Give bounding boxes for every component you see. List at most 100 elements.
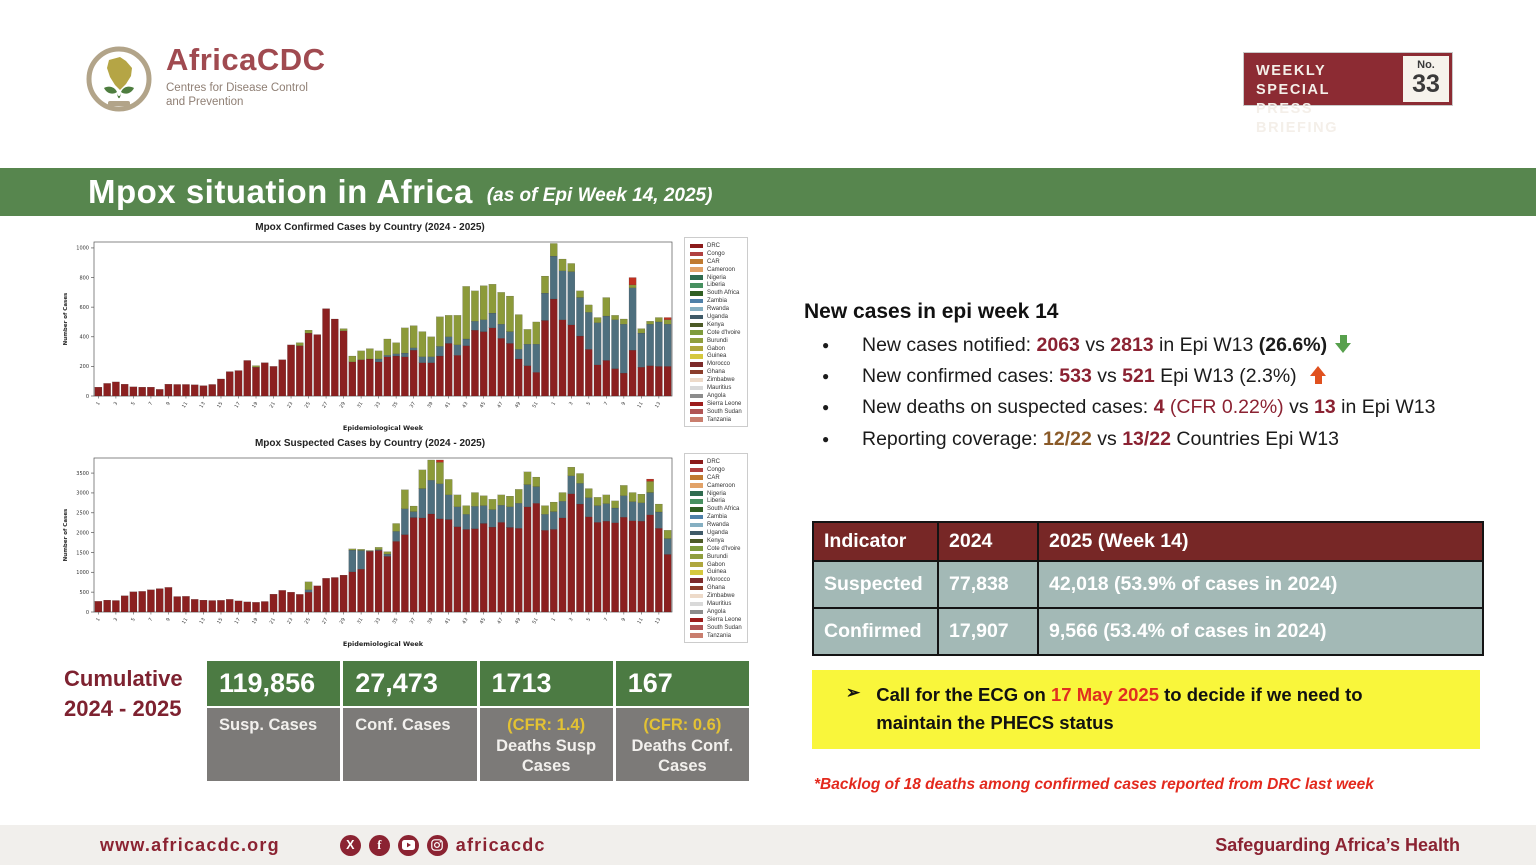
legend-item: Tanzania <box>690 632 742 640</box>
legend-item: Sierra Leone <box>690 400 742 408</box>
svg-text:13: 13 <box>654 401 662 409</box>
svg-text:Number of Cases: Number of Cases <box>63 292 69 345</box>
svg-text:29: 29 <box>339 401 347 409</box>
svg-text:25: 25 <box>304 617 312 625</box>
svg-text:3: 3 <box>113 401 120 407</box>
instagram-icon[interactable] <box>426 834 448 856</box>
legend-swatch <box>690 459 703 465</box>
legend-item: Congo <box>690 466 742 474</box>
highlight-bullet: ● Reporting coverage: 12/22 vs 13/22 Coun… <box>806 424 1496 455</box>
legend-item: Zambia <box>690 297 742 305</box>
legend-swatch <box>690 601 703 607</box>
svg-text:9: 9 <box>165 401 172 407</box>
col-2024: 2024 <box>937 521 1039 562</box>
svg-text:47: 47 <box>496 617 504 625</box>
legend-swatch <box>690 507 703 512</box>
svg-text:600: 600 <box>79 305 89 311</box>
legend-item: Gabon <box>690 561 742 569</box>
legend-swatch <box>690 306 703 312</box>
svg-text:25: 25 <box>304 401 312 409</box>
legend-item: Guinea <box>690 568 742 576</box>
bullet-text: Reporting coverage: 12/22 vs 13/22 Count… <box>862 427 1339 450</box>
svg-text:17: 17 <box>234 617 242 625</box>
legend-swatch <box>690 291 703 296</box>
svg-text:500: 500 <box>79 590 89 596</box>
svg-text:7: 7 <box>148 401 155 407</box>
legend-item: Rwanda <box>690 305 742 313</box>
legend-label: Burundi <box>707 553 728 560</box>
legend-label: Nigeria <box>707 490 727 497</box>
svg-text:23: 23 <box>286 617 294 625</box>
svg-text:13: 13 <box>199 401 207 409</box>
legend-item: Cote d'Ivoire <box>690 545 742 553</box>
africacdc-logo-icon <box>84 44 154 123</box>
youtube-icon[interactable] <box>397 834 419 856</box>
svg-text:43: 43 <box>461 617 469 625</box>
svg-text:41: 41 <box>444 401 452 409</box>
bullet-dot-icon: ● <box>822 338 830 352</box>
legend-label: South Sudan <box>707 408 742 415</box>
chart-plot-area: 0 500 1000 1500 2000 2500 3000 3500 1 3 5 7 9 11 13 15 1… <box>58 450 678 655</box>
website-link[interactable]: www.africacdc.org <box>100 834 280 855</box>
legend-item: Morocco <box>690 360 742 368</box>
legend-swatch <box>690 354 703 359</box>
legend-item: Ghana <box>690 368 742 376</box>
legend-item: Burundi <box>690 337 742 345</box>
x-icon[interactable]: X <box>339 834 361 856</box>
svg-text:13: 13 <box>654 617 662 625</box>
svg-text:2000: 2000 <box>76 530 89 536</box>
svg-text:3000: 3000 <box>76 491 89 497</box>
svg-text:17: 17 <box>234 401 242 409</box>
legend-label: Gabon <box>707 561 726 568</box>
legend-swatch <box>690 625 703 630</box>
legend-item: Angola <box>690 608 742 616</box>
chart-legend: DRC Congo CAR Cameroon Nigeria Liberia South A… <box>684 453 748 644</box>
legend-label: Guinea <box>707 569 727 576</box>
highlight-bullet: ● New cases notified: 2063 vs 2813 in Epi… <box>806 330 1496 361</box>
table-row-confirmed: Confirmed 17,907 9,566 (53.4% of cases i… <box>812 607 1484 656</box>
legend-label: South Sudan <box>707 624 742 631</box>
svg-text:31: 31 <box>356 617 364 625</box>
social-handle[interactable]: africacdc <box>455 834 546 855</box>
svg-text:51: 51 <box>531 617 539 625</box>
svg-text:21: 21 <box>269 401 277 409</box>
svg-text:9: 9 <box>165 617 172 623</box>
svg-text:11: 11 <box>636 617 644 625</box>
legend-swatch <box>690 609 703 615</box>
bullet-text: New cases notified: 2063 vs 2813 in Epi … <box>862 330 1474 361</box>
svg-text:5: 5 <box>585 401 592 407</box>
table-header-row: Indicator 2024 2025 (Week 14) <box>812 521 1484 562</box>
svg-text:37: 37 <box>409 617 417 625</box>
svg-text:35: 35 <box>391 401 399 409</box>
legend-swatch <box>690 298 703 304</box>
suspected-cases-chart: Mpox Suspected Cases by Country (2024 - … <box>58 438 774 655</box>
stat-value: 1713 <box>479 661 613 706</box>
legend-label: Cameroon <box>707 266 736 273</box>
logo-title: AfricaCDC <box>166 42 326 77</box>
legend-swatch <box>690 546 703 551</box>
legend-item: Uganda <box>690 529 742 537</box>
bullet-dot-icon: ● <box>822 369 830 384</box>
legend-item: Ghana <box>690 584 742 592</box>
col-indicator: Indicator <box>812 521 939 562</box>
legend-swatch <box>690 483 703 488</box>
table-row-suspected: Suspected 77,838 42,018 (53.9% of cases … <box>812 560 1484 609</box>
svg-text:Epidemiological Week: Epidemiological Week <box>343 640 424 648</box>
legend-item: Angola <box>690 392 742 400</box>
legend-swatch <box>690 409 703 414</box>
svg-text:1500: 1500 <box>76 550 89 556</box>
svg-text:47: 47 <box>496 401 504 409</box>
svg-text:37: 37 <box>409 401 417 409</box>
arrowhead-icon: ➢ <box>846 683 861 702</box>
legend-swatch <box>690 283 703 288</box>
bullet-dot-icon: ● <box>822 400 830 415</box>
legend-swatch <box>690 259 703 264</box>
badge-title: WEEKLY SPECIAL PRESS BRIEFING <box>1256 63 1339 136</box>
logo-subtitle: Centres for Disease Control and Preventi… <box>166 81 308 109</box>
backlog-footnote: *Backlog of 18 deaths among confirmed ca… <box>814 776 1374 793</box>
svg-text:21: 21 <box>269 617 277 625</box>
bullet-text: New deaths on suspected cases: 4 (CFR 0.… <box>862 396 1436 419</box>
stat-deaths-suspected: 1713 (CFR: 1.4) Deaths Susp Cases <box>479 661 613 781</box>
facebook-icon[interactable]: f <box>368 834 390 856</box>
